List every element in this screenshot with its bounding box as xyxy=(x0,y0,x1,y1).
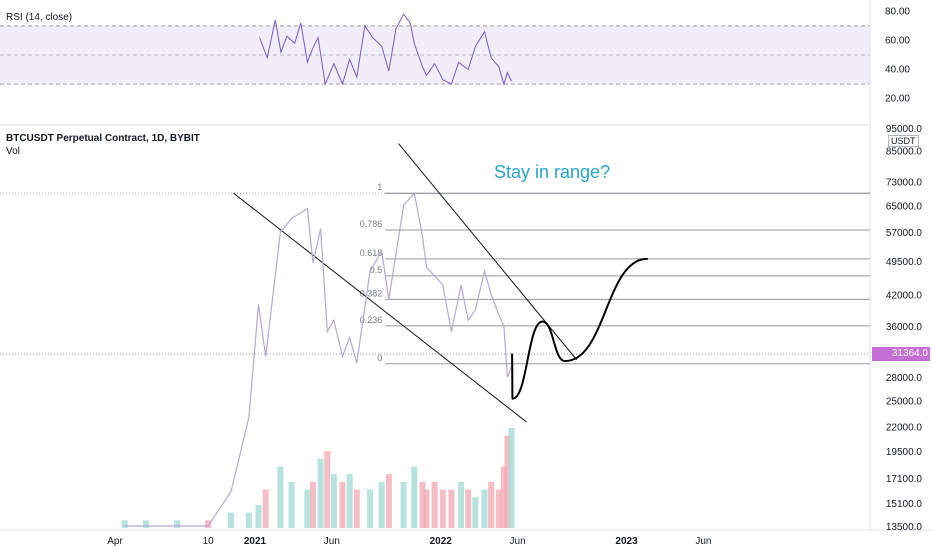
volume-bar xyxy=(205,520,212,528)
volume-bar xyxy=(488,481,495,528)
fib-level-label: 0.786 xyxy=(360,219,383,229)
fib-level-label: 1 xyxy=(377,182,382,192)
volume-bar xyxy=(245,512,252,528)
volume-bar xyxy=(121,520,128,528)
time-tick-label: Apr xyxy=(107,536,123,547)
volume-bar xyxy=(400,481,407,528)
time-tick-label: Jun xyxy=(695,536,711,547)
volume-bar xyxy=(324,451,331,528)
volume-bar xyxy=(288,481,295,528)
volume-bar xyxy=(439,489,446,528)
rsi-tick-label: 40.00 xyxy=(885,65,910,76)
fib-level-label: 0.618 xyxy=(360,248,383,258)
volume-bar xyxy=(367,489,374,528)
volume-bar xyxy=(310,481,317,528)
volume-bar xyxy=(330,474,337,528)
rsi-title: RSI (14, close) xyxy=(6,12,73,23)
time-tick-label: 2023 xyxy=(615,536,638,547)
chart-title: BTCUSDT Perpetual Contract, 1D, BYBIT xyxy=(6,133,200,144)
fib-level-label: 0.236 xyxy=(360,315,383,325)
volume-bar xyxy=(339,481,346,528)
price-tick-label: 13500.0 xyxy=(886,522,923,533)
volume-bar xyxy=(262,489,269,528)
volume-bar xyxy=(495,489,502,528)
time-axis-ticks: Apr 10 2021 Jun 2022 Jun 2023 Jun xyxy=(107,536,711,547)
fib-level-label: 0.5 xyxy=(370,265,383,275)
volume-bar xyxy=(465,489,472,528)
time-tick-label: 2022 xyxy=(430,536,453,547)
volume-bar xyxy=(174,520,181,528)
volume-bar xyxy=(504,435,511,528)
trend-line xyxy=(233,192,527,423)
rsi-tick-label: 20.00 xyxy=(885,94,910,105)
volume-bar xyxy=(423,489,430,528)
fib-level-label: 0.382 xyxy=(360,288,383,298)
annotation-text: Stay in range? xyxy=(494,162,610,182)
price-tick-label: 73000.0 xyxy=(886,178,923,189)
fib-retracement: 1 0.786 0.618 0.5 0.382 0.236 0 xyxy=(0,182,870,365)
volume-bar xyxy=(346,474,353,528)
price-tick-label: 49500.0 xyxy=(886,257,923,268)
price-tick-label: 25000.0 xyxy=(886,396,923,407)
volume-bar xyxy=(458,481,465,528)
rsi-tick-label: 60.00 xyxy=(885,35,910,46)
volume-bar xyxy=(481,489,488,528)
volume-bar xyxy=(143,520,150,528)
volume-bar xyxy=(378,481,385,528)
volume-bar xyxy=(419,481,426,528)
volume-bar xyxy=(304,489,311,528)
fib-level-label: 0 xyxy=(377,353,382,363)
price-tick-label: 19500.0 xyxy=(886,447,923,458)
price-axis-ticks: 95000.0 85000.0 73000.0 65000.0 57000.0 49500… xyxy=(886,124,923,533)
price-tick-label: 15100.0 xyxy=(886,499,923,510)
price-tick-label: 22000.0 xyxy=(886,422,923,433)
rsi-series-line xyxy=(259,13,512,86)
volume-label: Vol xyxy=(6,146,20,157)
volume-bars xyxy=(121,428,515,528)
volume-bar xyxy=(431,481,438,528)
volume-bar xyxy=(411,466,418,528)
volume-bar xyxy=(353,489,360,528)
price-tick-label: 85000.0 xyxy=(886,147,923,158)
volume-bar xyxy=(255,504,262,528)
last-price-badge: 31364.0 xyxy=(872,347,930,361)
volume-bar xyxy=(472,497,479,528)
volume-bar xyxy=(448,489,455,528)
price-tick-label: 42000.0 xyxy=(886,290,923,301)
volume-bar xyxy=(317,458,324,528)
time-tick-label: Jun xyxy=(324,536,340,547)
rsi-axis-ticks: 80.00 60.00 40.00 20.00 xyxy=(885,6,910,104)
time-tick-label: 10 xyxy=(203,536,215,547)
price-tick-label: 57000.0 xyxy=(886,228,923,239)
time-tick-label: Jun xyxy=(510,536,526,547)
volume-bar xyxy=(228,512,235,528)
projection-path xyxy=(511,257,648,400)
price-tick-label: 17100.0 xyxy=(886,474,923,485)
volume-bar xyxy=(508,428,515,528)
rsi-tick-label: 80.00 xyxy=(885,6,910,17)
price-tick-label: 65000.0 xyxy=(886,201,923,212)
volume-bar xyxy=(500,466,507,528)
volume-bar xyxy=(385,474,392,528)
price-tick-label: 95000.0 xyxy=(886,124,923,135)
price-tick-label: 36000.0 xyxy=(886,322,923,333)
volume-bar xyxy=(277,466,284,528)
price-tick-label: 28000.0 xyxy=(886,373,923,384)
price-series-line xyxy=(124,191,513,527)
time-tick-label: 2021 xyxy=(244,536,267,547)
trend-channel xyxy=(233,143,578,423)
currency-unit: USDT xyxy=(888,135,919,147)
